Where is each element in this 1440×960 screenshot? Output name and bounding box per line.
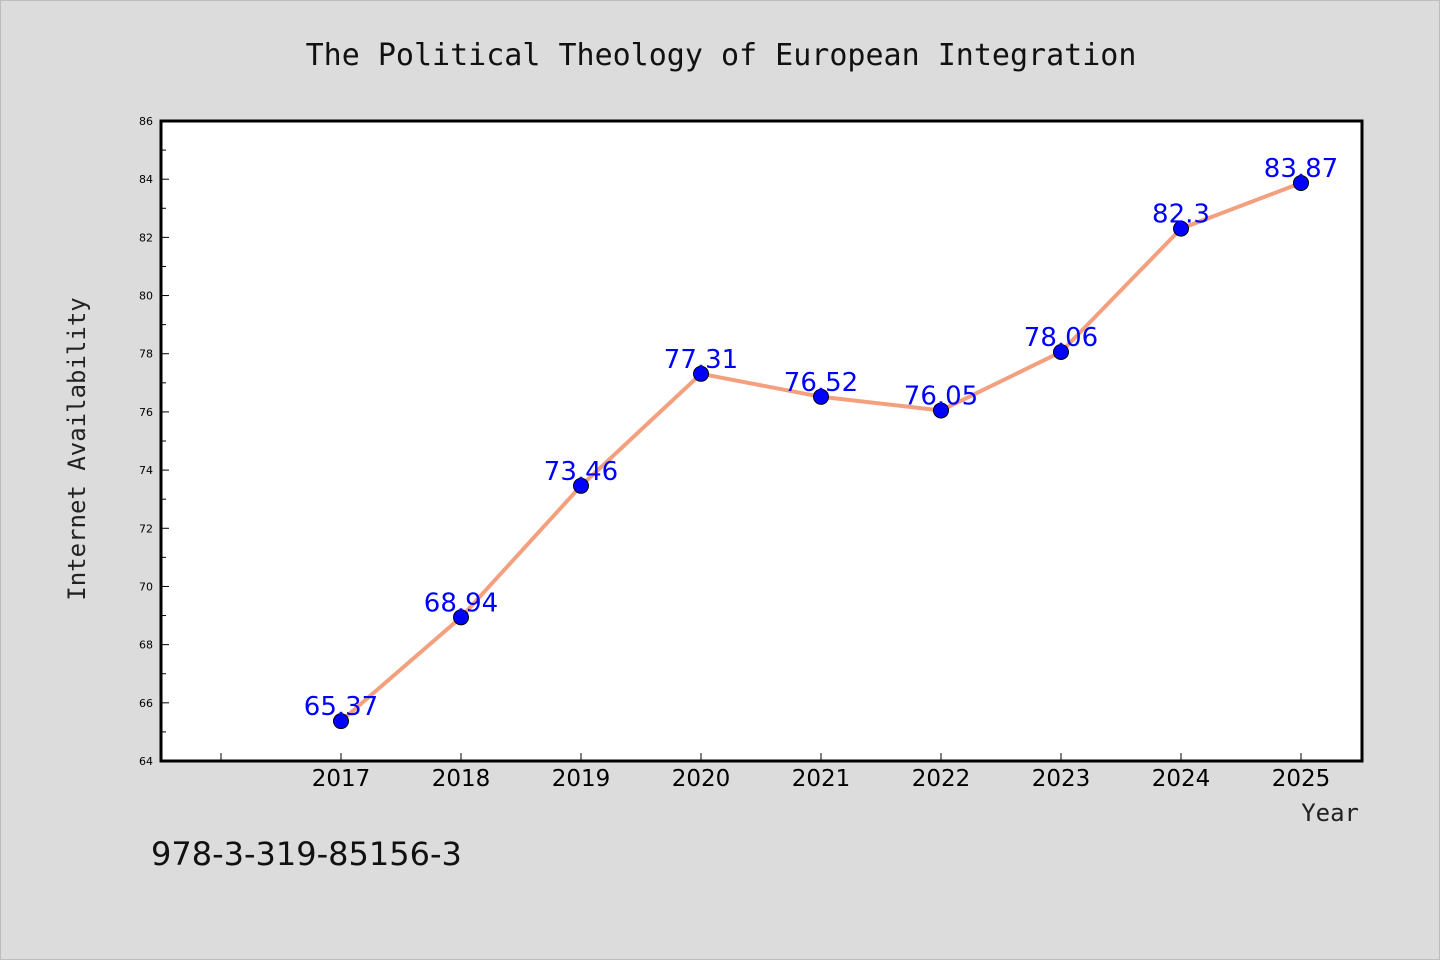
data-point — [813, 388, 829, 405]
x-tick-label: 2024 — [1152, 766, 1211, 792]
plot-area — [159, 119, 1364, 763]
data-point — [1293, 174, 1309, 191]
data-point — [693, 365, 709, 382]
y-tick-label: 70 — [139, 580, 153, 593]
x-tick-label: 2025 — [1272, 766, 1331, 792]
y-tick-label: 64 — [139, 755, 153, 768]
data-point — [333, 713, 349, 730]
y-tick-label: 80 — [139, 290, 153, 303]
y-tick-label: 76 — [139, 406, 153, 419]
data-label: 76.52 — [784, 368, 858, 398]
x-tick-label: 2023 — [1032, 766, 1091, 792]
isbn-text: 978-3-319-85156-3 — [151, 835, 462, 873]
chart-title: The Political Theology of European Integ… — [306, 38, 1137, 73]
data-point — [1053, 343, 1069, 360]
y-tick-label: 84 — [139, 173, 153, 186]
y-tick-label: 66 — [139, 697, 153, 710]
x-tick-label: 2022 — [912, 766, 971, 792]
y-tick-label: 74 — [139, 464, 153, 477]
x-axis-label: Year — [1301, 799, 1359, 827]
y-tick-label: 82 — [139, 231, 153, 244]
data-label: 65.37 — [304, 692, 378, 722]
x-tick-label: 2018 — [432, 766, 491, 792]
data-point — [933, 402, 949, 419]
x-axis-ticks: 2017 2018 2019 2020 2021 2022 2023 2024 2025 — [220, 753, 1331, 792]
x-tick-label: 2017 — [312, 766, 371, 792]
y-tick-label: 68 — [139, 639, 153, 652]
x-tick-label: 2020 — [672, 766, 731, 792]
data-label: 83.87 — [1264, 154, 1338, 184]
y-tick-label: 72 — [139, 522, 153, 535]
y-tick-label: 78 — [139, 348, 153, 361]
x-tick-label: 2021 — [792, 766, 851, 792]
x-tick-label: 2019 — [552, 766, 611, 792]
data-label: 68.94 — [424, 588, 498, 618]
data-label: 73.46 — [544, 457, 618, 487]
data-point — [453, 609, 469, 626]
data-label: 77.31 — [664, 345, 738, 375]
data-label: 82.3 — [1152, 200, 1210, 230]
series-layer: 65.37 68.94 73.46 77.31 76.52 76.05 78.06 82.3 8… — [304, 154, 1338, 730]
y-axis-label: Internet Availability — [63, 297, 91, 600]
data-point — [573, 477, 589, 494]
data-label: 78.06 — [1024, 323, 1098, 353]
y-axis-ticks: 64 66 68 70 72 74 76 78 80 82 84 86 — [139, 115, 169, 768]
data-label: 76.05 — [904, 381, 978, 411]
y-tick-label: 86 — [139, 115, 153, 128]
data-point — [1173, 220, 1189, 237]
